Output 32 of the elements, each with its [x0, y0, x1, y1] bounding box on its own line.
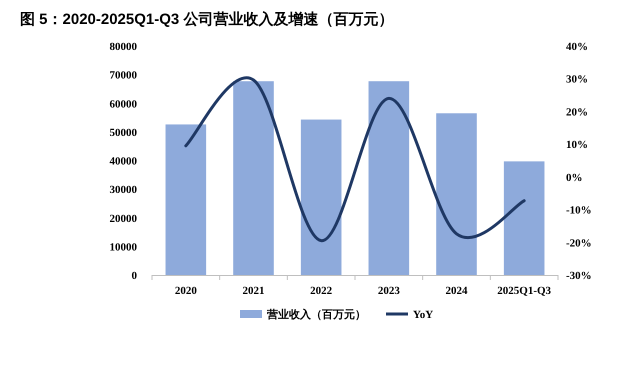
- legend-label: 营业收入（百万元）: [266, 308, 366, 321]
- x-tick-label: 2025Q1-Q3: [497, 285, 552, 297]
- x-tick-label: 2024: [446, 285, 468, 297]
- legend-label: YoY: [413, 309, 434, 321]
- bar: [300, 120, 342, 275]
- bar: [233, 81, 274, 275]
- y2-tick-label: -30%: [566, 270, 592, 282]
- y2-tick-label: 0%: [566, 172, 582, 184]
- bar: [436, 113, 477, 275]
- y2-tick-label: -10%: [566, 204, 592, 217]
- y-tick-label: 80000: [110, 41, 138, 53]
- y2-tick-label: 30%: [566, 74, 588, 86]
- y-tick-label: 40000: [110, 156, 138, 168]
- y-tick-label: 20000: [110, 212, 138, 225]
- chart-title: 图 5：2020-2025Q1-Q3 公司营业收入及增速（百万元）: [20, 11, 394, 28]
- bar: [504, 161, 544, 275]
- y-tick-label: 70000: [110, 70, 138, 82]
- x-tick-label: 2021: [242, 285, 264, 297]
- y-tick-label: 10000: [110, 241, 138, 254]
- x-tick-label: 2020: [174, 285, 198, 297]
- y2-tick-label: 10%: [566, 139, 588, 152]
- x-tick-label: 2022: [310, 285, 333, 297]
- bar: [368, 81, 410, 275]
- x-tick-label: 2023: [378, 285, 400, 297]
- y-tick-label: 50000: [110, 126, 138, 139]
- y2-tick-label: -20%: [566, 237, 592, 250]
- bar: [166, 124, 206, 275]
- y-tick-label: 60000: [110, 98, 138, 110]
- y2-tick-label: 40%: [566, 41, 588, 53]
- y-tick-label: 30000: [110, 184, 138, 196]
- y2-tick-label: 20%: [566, 106, 588, 118]
- y-tick-label: 0: [132, 270, 138, 282]
